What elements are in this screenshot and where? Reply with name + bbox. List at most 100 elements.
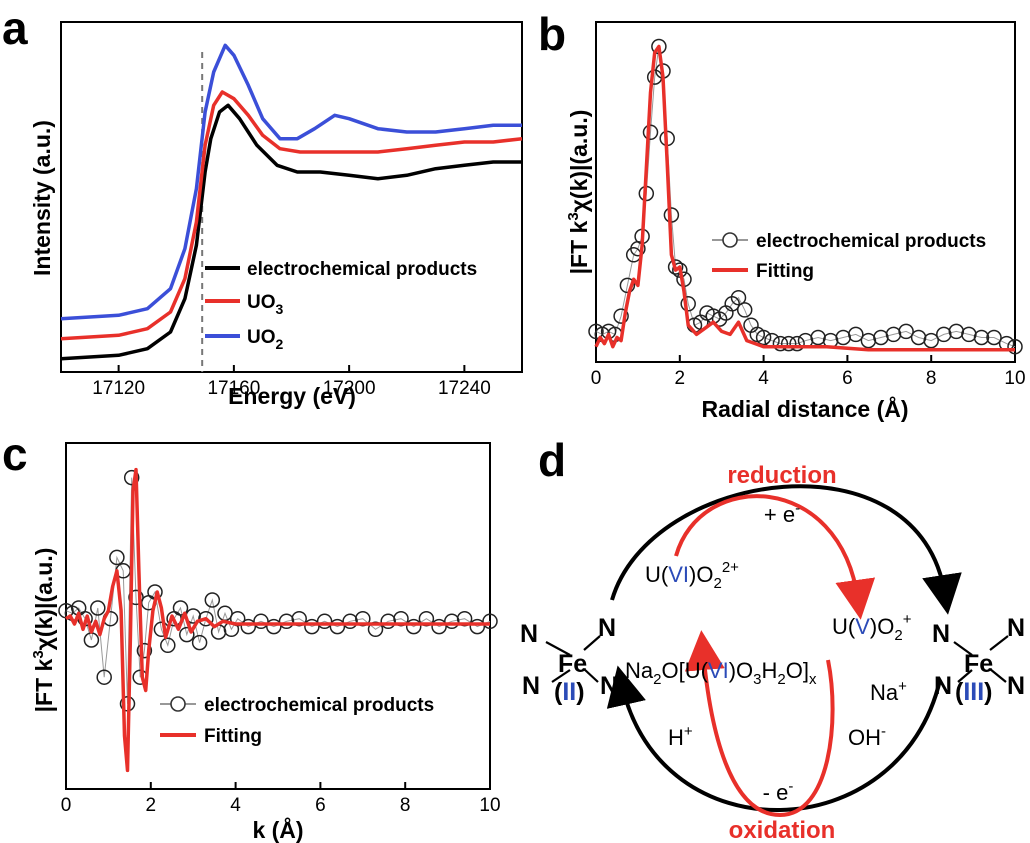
legend-a-electrochemical-products: electrochemical products [247, 259, 477, 280]
panel-a-x-tick-label: 17120 [92, 378, 145, 399]
panel-c-data-point [136, 642, 153, 659]
reduction-arrow [674, 494, 876, 620]
oxidation-arrow [684, 630, 835, 818]
panel-c-x-tick-label: 0 [61, 795, 72, 816]
legend-c-fitting: Fitting [204, 726, 262, 747]
fe-iii-oxidation-state: (III) [955, 678, 993, 706]
panel-c-data-point [198, 610, 214, 627]
panel-c-x-tick-label: 6 [315, 795, 326, 816]
panel-b-series-electrochemical-line [595, 46, 1016, 348]
legend-b-swatch-circle [722, 232, 738, 248]
svg-text:N: N [934, 672, 952, 700]
svg-text:Fe: Fe [964, 650, 993, 678]
svg-text:N: N [520, 620, 538, 648]
panel-c-x-tick-label: 2 [146, 795, 157, 816]
panel-b-x-axis-label: Radial distance (Å) [701, 395, 908, 422]
uranyl-vi-species: U(VI)O22+ [645, 559, 739, 592]
reduction-label: reduction [727, 462, 836, 489]
panel-b-data-point [680, 296, 696, 312]
panel-b-data-point [986, 329, 1002, 346]
panel-c-data-point [179, 626, 195, 643]
uranyl-v-species: U(V)O2+ [832, 611, 912, 644]
panel-b-data-point [772, 335, 789, 352]
panel-c-data-point [160, 637, 176, 654]
panel-b-series-group [588, 38, 1023, 355]
panel-b-x-tick-label: 0 [591, 368, 602, 389]
panel-b-frame [595, 21, 1016, 363]
hydroxide-label: OH- [848, 723, 886, 750]
panel-c-series-group [58, 467, 498, 773]
sodium-ion-label: Na+ [870, 678, 907, 705]
panel-a-x-tick-label: 17240 [438, 378, 491, 399]
panel-c-x-tick-label: 8 [400, 795, 411, 816]
panel-c-x-tick-label: 4 [230, 795, 241, 816]
panel-b-data-point [667, 259, 684, 275]
panel-c-data-point [240, 618, 257, 635]
panel-c-data-point [431, 618, 447, 635]
panel-c-data-point [316, 613, 333, 630]
panel-b-x-tick-label: 10 [1004, 368, 1025, 389]
svg-text:N: N [600, 672, 618, 700]
panel-b-data-point [848, 326, 864, 343]
legend-a-uo3: UO3 [247, 292, 284, 317]
cycle-arc-top [610, 484, 962, 615]
panel-b-data-point [613, 308, 629, 324]
legend-a-uo2: UO2 [247, 327, 284, 352]
panel-b-data-point [936, 326, 952, 343]
panel-a-series-line-1 [60, 90, 523, 341]
panel-a-series-line-2 [60, 43, 522, 321]
panel-c-data-point [342, 613, 358, 630]
panel-c-data-point [482, 613, 498, 630]
panel-b-data-point [780, 335, 797, 352]
svg-text:N: N [1007, 614, 1025, 642]
panel-b-data-point [619, 277, 636, 294]
svg-text:N: N [522, 672, 540, 700]
panel-c-data-point [128, 589, 144, 606]
panel-c-y-axis-label: |FT k3χ(k)|(a.u.) [30, 548, 57, 713]
svg-text:N: N [1007, 672, 1025, 700]
panel-c-data-point [90, 600, 106, 616]
fe-ii-oxidation-state: (II) [554, 678, 585, 706]
panel-label-b: b [538, 8, 566, 60]
panel-label-c: c [2, 428, 28, 480]
panel-c-data-point [469, 618, 486, 635]
panel-c-data-point [278, 613, 295, 630]
panel-b-data-point [755, 329, 772, 346]
panel-b-data-point [730, 289, 747, 306]
panel-b-chart: b 0 2 4 6 8 10 Radial distance (Å) |FT k3χ(k)… [538, 8, 1026, 422]
panel-a-series-line-0 [60, 103, 522, 361]
panel-c-data-point [405, 618, 422, 635]
cycle-arc-bottom [606, 665, 942, 812]
panel-a-x-ticks: 17120 17160 17200 17240 [92, 365, 491, 399]
panel-a-x-tick-label: 17200 [323, 378, 376, 399]
panel-b-data-point [898, 323, 914, 340]
panel-d-redox-cycle-diagram: d reduction oxidation + e- - e- U(VI)O22… [520, 434, 1025, 843]
legend-b-fitting: Fitting [756, 261, 814, 282]
plus-electron-label: + e- [764, 500, 800, 527]
panel-b-series-line-1 [594, 44, 1015, 352]
panel-b-data-point [736, 302, 753, 318]
panel-c-data-point [172, 600, 189, 616]
svg-text:Fe: Fe [558, 650, 587, 678]
legend-c-electrochemical-products: electrochemical products [204, 695, 434, 716]
panel-c-data-point [253, 613, 269, 630]
panel-b-x-tick-label: 2 [675, 368, 686, 389]
oxidation-label: oxidation [729, 817, 836, 843]
panel-b-y-axis-label: |FT k3χ(k)|(a.u.) [565, 110, 592, 275]
panel-c-data-point [191, 634, 208, 651]
panel-b-x-tick-label: 8 [926, 368, 937, 389]
panel-a-x-tick-label: 17160 [207, 378, 260, 399]
panel-c-data-point [304, 618, 320, 635]
panel-b-data-point [642, 124, 659, 141]
panel-c-data-point [109, 549, 125, 566]
svg-text:N: N [598, 614, 616, 642]
panel-c-series-line-1 [65, 467, 490, 773]
panel-label-a: a [2, 2, 28, 54]
panel-c-data-point [123, 469, 140, 486]
panel-label-d: d [538, 434, 566, 486]
panel-c-data-point [204, 592, 221, 608]
panel-b-data-point [923, 332, 939, 349]
panel-c-data-point [96, 669, 112, 685]
panel-c-data-point [266, 618, 282, 635]
